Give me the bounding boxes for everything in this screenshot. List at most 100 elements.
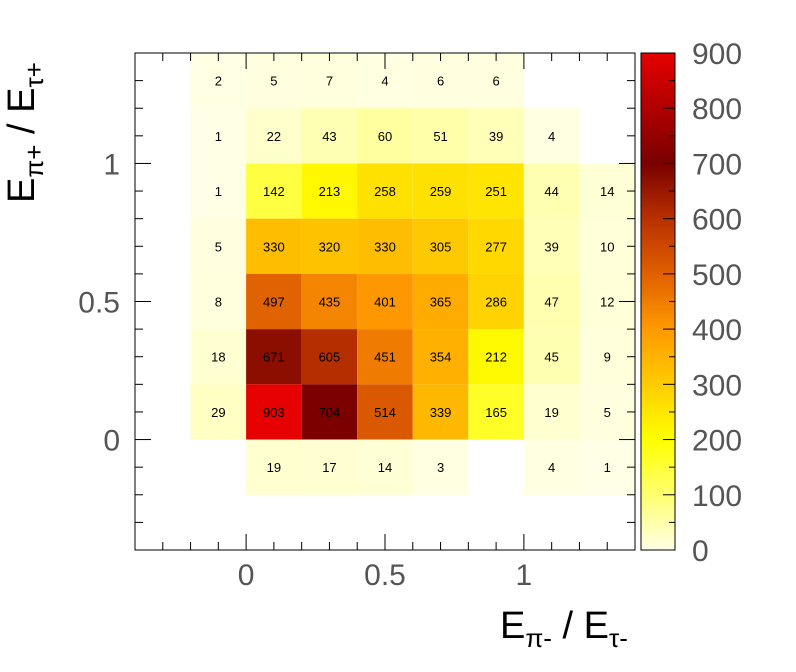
cell-value-label: 320 <box>319 239 341 254</box>
cell-value-label: 259 <box>430 184 452 199</box>
cell-value-label: 43 <box>322 129 336 144</box>
cell-value-label: 9 <box>604 350 611 365</box>
colorbar-tick-label: 600 <box>692 204 742 237</box>
cell-value-label: 47 <box>544 295 558 310</box>
colorbar-tick-label: 200 <box>692 425 742 458</box>
y-tick-label: 0.5 <box>78 287 120 320</box>
cell-value-label: 51 <box>433 129 447 144</box>
cell-value-label: 497 <box>263 295 285 310</box>
heatmap-cell <box>523 218 580 274</box>
cell-value-label: 165 <box>485 405 507 420</box>
heatmap-cell <box>412 218 469 274</box>
cell-value-label: 5 <box>604 405 611 420</box>
cell-value-label: 1 <box>215 184 222 199</box>
cell-value-label: 4 <box>548 129 555 144</box>
y-tick-label: 1 <box>103 148 120 181</box>
colorbar-tick-label: 900 <box>692 38 742 71</box>
cell-value-label: 704 <box>319 405 341 420</box>
cell-value-label: 258 <box>374 184 396 199</box>
heatmap-cell <box>190 384 247 440</box>
cell-value-label: 7 <box>326 74 333 89</box>
x-tick-label: 0 <box>238 559 255 592</box>
heatmap-cell <box>468 53 524 109</box>
heatmap-cell <box>190 218 247 274</box>
cell-value-label: 142 <box>263 184 285 199</box>
heatmap-cell <box>301 273 358 330</box>
heatmap-cell <box>468 329 524 385</box>
y-axis-title: Eπ+ / Eτ+ <box>1 62 49 203</box>
heatmap-cell <box>301 108 358 164</box>
heatmap-cell <box>246 384 302 440</box>
heatmap-cell <box>246 329 302 385</box>
cell-value-label: 12 <box>600 295 614 310</box>
heatmap-cell <box>301 53 358 109</box>
x-axis-title: Eπ- / Eτ- <box>500 605 628 653</box>
heatmap-cell <box>301 218 358 274</box>
cell-value-label: 10 <box>600 239 614 254</box>
heatmap-cell <box>190 53 247 109</box>
heatmap-cell <box>468 163 524 219</box>
heatmap-cell <box>301 439 358 495</box>
heatmap-cell <box>246 53 302 109</box>
heatmap-cell <box>357 329 413 385</box>
cell-value-label: 17 <box>322 460 336 475</box>
cell-value-label: 39 <box>544 239 558 254</box>
cell-value-label: 330 <box>263 239 285 254</box>
cell-value-label: 514 <box>374 405 396 420</box>
cell-value-label: 5 <box>215 239 222 254</box>
heatmap-cell <box>523 329 580 385</box>
cell-value-label: 39 <box>489 129 503 144</box>
cell-value-label: 1 <box>604 460 611 475</box>
colorbar-tick-label: 700 <box>692 148 742 181</box>
cell-value-label: 286 <box>485 295 507 310</box>
heatmap-cell <box>412 439 469 495</box>
heatmap-cell <box>579 384 635 440</box>
cell-value-label: 45 <box>544 350 558 365</box>
cell-value-label: 2 <box>215 74 222 89</box>
heatmap-cell <box>523 384 580 440</box>
cell-value-label: 339 <box>430 405 452 420</box>
cell-value-label: 14 <box>378 460 392 475</box>
heatmap-cell <box>357 218 413 274</box>
heatmap-cell <box>579 163 635 219</box>
heatmap-cell <box>412 163 469 219</box>
heatmap-cell <box>523 439 580 495</box>
cell-value-label: 1 <box>215 129 222 144</box>
heatmap-cell <box>579 439 635 495</box>
x-tick-label: 0.5 <box>364 559 406 592</box>
heatmap-cell <box>412 273 469 330</box>
cell-value-label: 277 <box>485 239 507 254</box>
axes: 0 0.5 10 0.5 1 <box>78 52 636 592</box>
heatmap-cell <box>357 439 413 495</box>
heatmap-cell <box>412 384 469 440</box>
cell-value-label: 435 <box>319 295 341 310</box>
cell-value-label: 401 <box>374 295 396 310</box>
cell-value-label: 251 <box>485 184 507 199</box>
cell-value-label: 4 <box>548 460 555 475</box>
heatmap-cell <box>523 163 580 219</box>
cell-value-label: 19 <box>544 405 558 420</box>
colorbar-tick-label: 500 <box>692 259 742 292</box>
colorbar-tick-label: 100 <box>692 480 742 513</box>
cell-value-label: 3 <box>437 460 444 475</box>
x-tick-label: 1 <box>516 559 533 592</box>
cell-value-label: 671 <box>263 350 285 365</box>
cell-value-label: 365 <box>430 295 452 310</box>
heatmap-cell <box>190 163 247 219</box>
colorbar-tick-label: 0 <box>692 535 709 568</box>
heatmap-cell <box>579 329 635 385</box>
colorbar-axis: 0 100 200 300 400 500 600 700 800 900 <box>663 38 742 568</box>
heatmap-cell <box>412 329 469 385</box>
cell-value-label: 22 <box>267 129 281 144</box>
cell-value-label: 305 <box>430 239 452 254</box>
cell-value-label: 4 <box>381 74 388 89</box>
cell-value-label: 605 <box>319 350 341 365</box>
cell-value-label: 44 <box>544 184 558 199</box>
heatmap-cell <box>468 108 524 164</box>
colorbar-tick-label: 800 <box>692 93 742 126</box>
heatmap-cell <box>301 329 358 385</box>
heatmap-cell <box>246 218 302 274</box>
cell-value-label: 6 <box>492 74 499 89</box>
colorbar-tick-label: 300 <box>692 369 742 402</box>
heatmap-cell <box>301 163 358 219</box>
